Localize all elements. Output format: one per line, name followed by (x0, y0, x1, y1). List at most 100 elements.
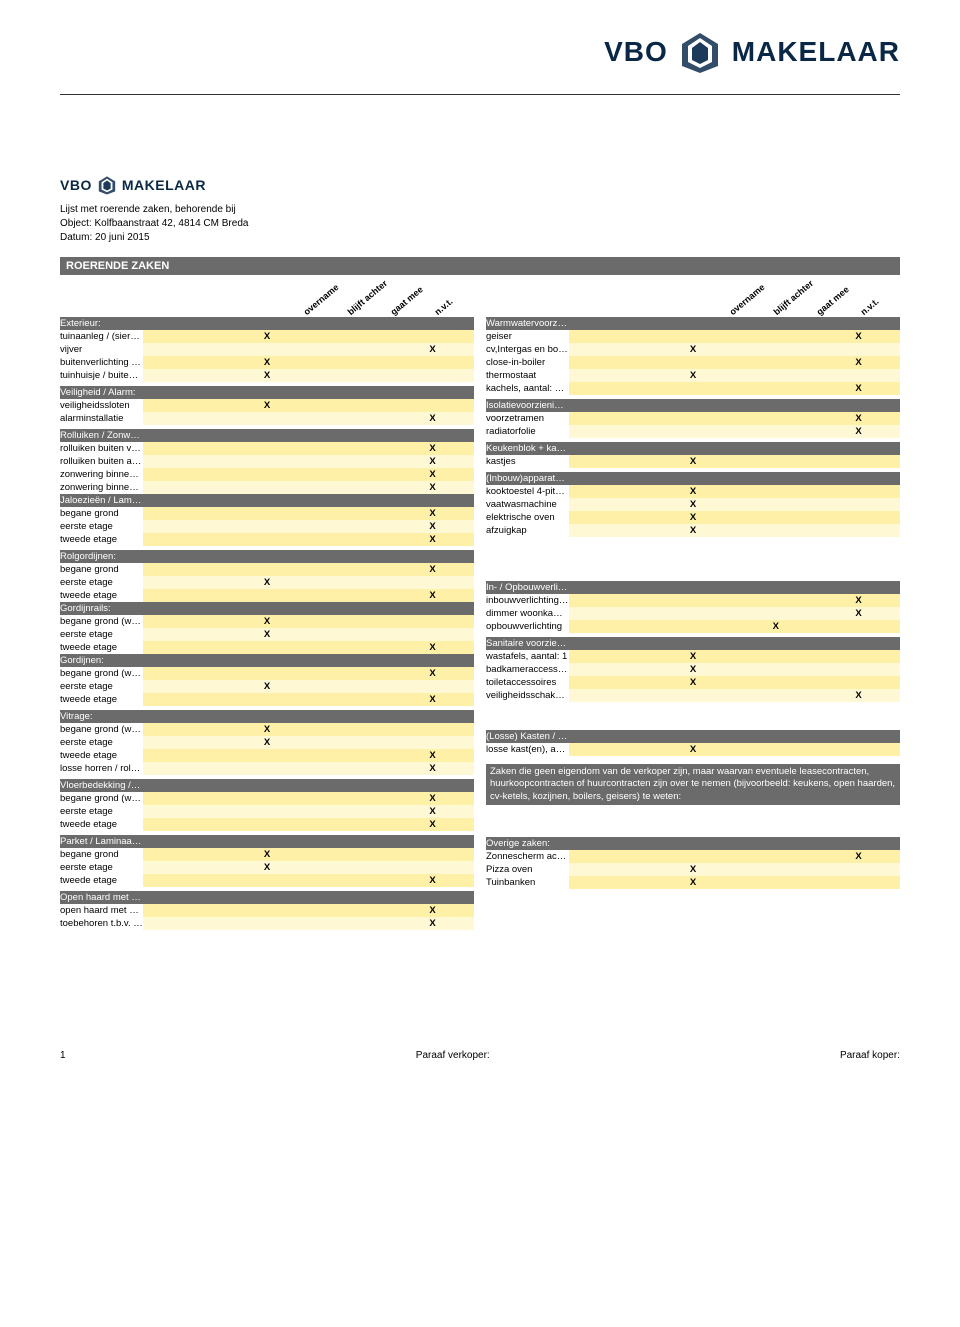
checkbox-cell (817, 743, 900, 756)
checkbox-cell (734, 356, 817, 369)
checkbox-cell: X (391, 818, 474, 831)
intro-line1: Lijst met roerende zaken, behorende bij (60, 203, 900, 217)
section-header: Parket / Laminaat / Kurk: (60, 835, 143, 848)
item-label: eerste etage (60, 628, 143, 641)
checkbox-cell (652, 412, 735, 425)
left-column: overnameblijft achtergaat meen.v.t.Exter… (60, 279, 474, 930)
item-label: afzuigkap (486, 524, 569, 537)
checkbox-cell (569, 850, 652, 863)
checkbox-cell (143, 628, 226, 641)
checkbox-cell: X (391, 468, 474, 481)
checkbox-cell (226, 520, 309, 533)
checkbox-cell: X (652, 343, 735, 356)
checkbox-cell (143, 667, 226, 680)
item-label: begane grond (woonetage) (60, 667, 143, 680)
checkbox-cell (652, 594, 735, 607)
checkbox-cell: X (652, 511, 735, 524)
item-label: cv,Intergas en bouwjaar: ca. 2007 (486, 343, 569, 356)
item-label: rolluiken buiten voor (60, 442, 143, 455)
checkbox-cell (308, 369, 391, 382)
checkbox-cell (391, 615, 474, 628)
checkbox-cell: X (391, 507, 474, 520)
checkbox-cell: X (652, 485, 735, 498)
checkbox-cell (308, 805, 391, 818)
checkbox-cell (143, 343, 226, 356)
checkbox-cell: X (817, 412, 900, 425)
checkbox-cell (734, 498, 817, 511)
checkbox-cell (308, 861, 391, 874)
item-label: begane grond (woonetage) (60, 615, 143, 628)
checkbox-cell (734, 607, 817, 620)
checkbox-cell (734, 412, 817, 425)
checkbox-cell: X (391, 589, 474, 602)
item-label: voorzetramen (486, 412, 569, 425)
brand-sub: MAKELAAR (732, 36, 900, 68)
checkbox-cell (143, 589, 226, 602)
paraaf-koper: Paraaf koper: (840, 1050, 900, 1061)
checkbox-cell (652, 330, 735, 343)
checkbox-cell (143, 399, 226, 412)
checkbox-cell: X (226, 680, 309, 693)
checkbox-cell (143, 792, 226, 805)
checkbox-cell (569, 485, 652, 498)
document-title: ROERENDE ZAKEN (60, 257, 900, 275)
item-label: toebehoren t.b.v. open haard (60, 917, 143, 930)
checkbox-cell: X (652, 743, 735, 756)
checkbox-cell (734, 594, 817, 607)
checkbox-cell: X (817, 594, 900, 607)
checkbox-cell: X (226, 356, 309, 369)
section-header: Overige zaken: (486, 837, 569, 850)
checkbox-cell (308, 356, 391, 369)
checkbox-cell (569, 356, 652, 369)
item-label: zonwering binnen voor (60, 468, 143, 481)
right-table: overnameblijft achtergaat meen.v.t.Warmw… (486, 279, 900, 889)
checkbox-cell: X (817, 689, 900, 702)
checkbox-cell (734, 676, 817, 689)
checkbox-cell (569, 663, 652, 676)
checkbox-cell (308, 667, 391, 680)
checkbox-cell (569, 676, 652, 689)
checkbox-cell (391, 848, 474, 861)
item-label: tweede etage (60, 693, 143, 706)
checkbox-cell: X (226, 330, 309, 343)
checkbox-cell (817, 511, 900, 524)
checkbox-cell (734, 343, 817, 356)
checkbox-cell: X (226, 723, 309, 736)
checkbox-cell (308, 533, 391, 546)
item-label: veiligheidsschakelaar wasautomaat (486, 689, 569, 702)
checkbox-cell (391, 330, 474, 343)
checkbox-cell (817, 620, 900, 633)
checkbox-cell (308, 628, 391, 641)
house-icon-small (97, 175, 117, 195)
checkbox-cell (652, 689, 735, 702)
checkbox-cell: X (226, 576, 309, 589)
checkbox-cell (143, 468, 226, 481)
checkbox-cell (226, 343, 309, 356)
item-label: begane grond (woonetage) (60, 723, 143, 736)
item-label: alarminstallatie (60, 412, 143, 425)
checkbox-cell: X (652, 650, 735, 663)
checkbox-cell: X (652, 498, 735, 511)
checkbox-cell (143, 723, 226, 736)
section-header: Vitrage: (60, 710, 143, 723)
column-header: gaat mee (389, 284, 425, 317)
checkbox-cell: X (391, 792, 474, 805)
item-label: tweede etage (60, 533, 143, 546)
checkbox-cell: X (817, 607, 900, 620)
checkbox-cell (143, 641, 226, 654)
checkbox-cell (734, 876, 817, 889)
checkbox-cell (308, 563, 391, 576)
checkbox-cell (734, 511, 817, 524)
checkbox-cell (308, 330, 391, 343)
item-label: kooktoestel 4-pits gas (486, 485, 569, 498)
item-label: dimmer woonkamer (486, 607, 569, 620)
checkbox-cell (143, 904, 226, 917)
checkbox-cell (652, 620, 735, 633)
checkbox-cell (308, 589, 391, 602)
checkbox-cell (143, 533, 226, 546)
checkbox-cell: X (391, 874, 474, 887)
item-label: tweede etage (60, 874, 143, 887)
item-label: losse horren / rolhorren (60, 762, 143, 775)
checkbox-cell (817, 369, 900, 382)
checkbox-cell (652, 607, 735, 620)
